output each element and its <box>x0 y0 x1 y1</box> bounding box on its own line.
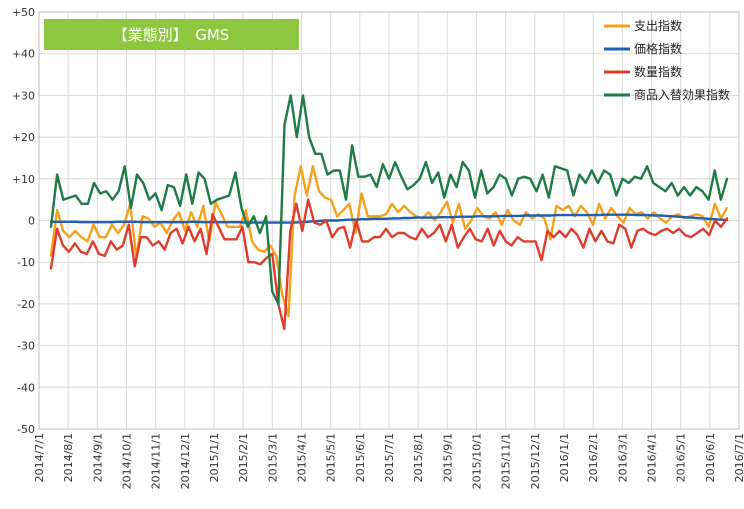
x-tick-label: 2015/5/1 <box>325 433 338 482</box>
x-tick-label: 2015/1/1 <box>208 433 221 482</box>
y-tick-label: -30 <box>17 340 35 353</box>
y-tick-label: -10 <box>17 256 35 269</box>
chart-title: 【業態別】 GMS <box>44 19 299 50</box>
x-tick-label: 2014/7/1 <box>33 433 46 482</box>
y-tick-label: +20 <box>12 131 35 144</box>
x-tick-label: 2014/12/1 <box>179 433 192 489</box>
legend-label: 商品入替効果指数 <box>634 87 730 102</box>
x-tick-label: 2015/6/1 <box>354 433 367 482</box>
y-tick-label: +50 <box>12 6 35 19</box>
x-tick-label: 2016/3/1 <box>616 433 629 482</box>
legend-label: 支出指数 <box>634 18 682 33</box>
x-tick-label: 2016/4/1 <box>646 433 659 482</box>
x-tick-label: 2014/11/1 <box>150 433 163 489</box>
x-tick-label: 2016/7/1 <box>733 433 744 482</box>
x-tick-label: 2016/5/1 <box>675 433 688 482</box>
legend-label: 数量指数 <box>634 64 682 79</box>
x-tick-label: 2015/9/1 <box>441 433 454 482</box>
x-tick-label: 2015/8/1 <box>412 433 425 482</box>
y-tick-label: -20 <box>17 298 35 311</box>
x-tick-label: 2015/7/1 <box>383 433 396 482</box>
y-tick-label: -40 <box>17 381 35 394</box>
y-axis: +50 +40 +30 +20 +10 0 -10 -20 -30 -40 -50 <box>12 6 35 436</box>
y-tick-label: 0 <box>28 215 35 228</box>
x-tick-label: 2015/2/1 <box>237 433 250 482</box>
x-axis: 2014/7/1 2014/8/1 2014/9/1 2014/10/1 2014/11… <box>33 433 744 489</box>
series-line-0 <box>49 165 729 318</box>
x-tick-label: 2016/6/1 <box>704 433 717 482</box>
x-tick-label: 2015/10/1 <box>471 433 484 489</box>
x-tick-label: 2016/1/1 <box>558 433 571 482</box>
x-tick-label: 2014/10/1 <box>121 433 134 489</box>
x-tick-label: 2014/8/1 <box>62 433 75 482</box>
x-tick-label: 2015/4/1 <box>296 433 309 482</box>
x-tick-label: 2016/2/1 <box>587 433 600 482</box>
chart-title-text: 【業態別】 GMS <box>113 26 230 44</box>
legend-label: 価格指数 <box>634 41 682 56</box>
plot-border <box>38 11 740 430</box>
chart-title-background <box>44 19 299 50</box>
y-tick-label: +10 <box>12 173 35 186</box>
x-tick-label: 2015/12/1 <box>529 433 542 489</box>
y-tick-label: +30 <box>12 89 35 102</box>
series-lines <box>49 94 729 331</box>
series-line-3 <box>49 94 729 306</box>
series-line-1 <box>49 213 729 224</box>
gridlines <box>38 11 740 430</box>
y-tick-label: -50 <box>17 423 35 436</box>
x-tick-label: 2015/3/1 <box>266 433 279 482</box>
x-tick-label: 2014/9/1 <box>91 433 104 482</box>
y-tick-label: +40 <box>12 48 35 61</box>
x-tick-label: 2015/11/1 <box>500 433 513 489</box>
series-line-2 <box>49 198 729 331</box>
